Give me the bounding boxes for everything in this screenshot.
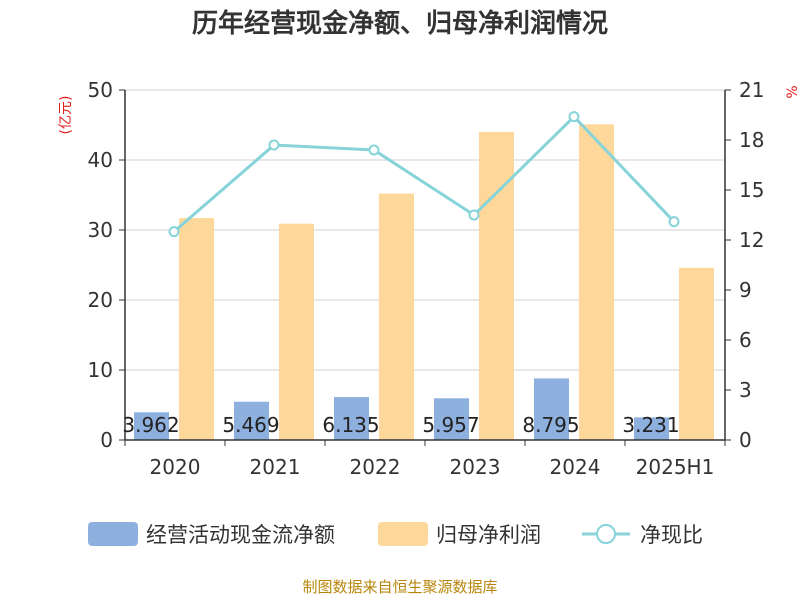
right-tick-label: 18 (739, 128, 764, 152)
x-tick-label: 2022 (350, 455, 401, 479)
ratio-point (468, 209, 480, 221)
ratio-line-path (173, 114, 676, 233)
right-tick-label: 6 (739, 328, 752, 352)
cash-flow-value-label: 3.962 (122, 413, 179, 437)
legend-label-cash-flow: 经营活动现金流净额 (146, 523, 335, 547)
right-tick-label: 21 (739, 78, 764, 102)
legend: 经营活动现金流净额 归母净利润 净现比 (88, 522, 703, 547)
bars (134, 124, 714, 441)
cash-flow-bar (534, 378, 569, 440)
legend-label-ratio: 净现比 (640, 523, 703, 547)
cash-flow-value-label: 8.795 (522, 413, 579, 437)
axes: 0 10 20 30 40 50 0 3 6 9 12 15 18 21 2020 2021 2022 2023 2… (88, 78, 765, 479)
net-profit-bar (179, 218, 214, 440)
right-tick-label: 15 (739, 178, 764, 202)
net-profit-bar (679, 267, 714, 440)
right-tick-label: 9 (739, 278, 752, 302)
net-profit-bar (479, 132, 514, 440)
cash-flow-value-label: 3.231 (622, 413, 679, 437)
cash-flow-bar (334, 397, 369, 440)
chart-title: 历年经营现金净额、归母净利润情况 (192, 8, 608, 39)
legend-swatch-cash-flow (88, 522, 138, 546)
ratio-point (568, 111, 580, 123)
cash-flow-bar (434, 398, 469, 440)
legend-swatch-net-profit (378, 522, 428, 546)
right-tick-label: 0 (739, 428, 752, 452)
gridlines (125, 89, 725, 371)
right-tick-label: 3 (739, 378, 752, 402)
ratio-line (168, 111, 680, 238)
x-tick-label: 2021 (250, 455, 301, 479)
legend-marker-ratio (596, 524, 616, 544)
x-tick-label: 2024 (550, 455, 601, 479)
right-axis-unit: % (785, 85, 800, 98)
net-profit-bar (279, 223, 314, 440)
left-axis-unit: (亿元) (58, 96, 74, 135)
ratio-point (668, 216, 680, 228)
left-tick-label: 20 (88, 288, 113, 312)
net-profit-bar (379, 193, 414, 440)
left-tick-label: 10 (88, 358, 113, 382)
legend-label-net-profit: 归母净利润 (436, 523, 541, 547)
cash-flow-bar (134, 412, 169, 440)
ratio-point (268, 139, 280, 151)
ratio-point (168, 226, 180, 238)
x-tick-label: 2025H1 (636, 455, 715, 479)
cash-flow-value-label: 5.469 (222, 413, 279, 437)
net-profit-bar (579, 124, 614, 441)
source-note: 制图数据来自恒生聚源数据库 (302, 578, 497, 596)
cash-flow-value-label: 5.957 (422, 413, 479, 437)
left-tick-label: 50 (88, 78, 113, 102)
cash-flow-value-label: 6.135 (322, 413, 379, 437)
left-tick-label: 30 (88, 218, 113, 242)
cash-flow-bar (634, 417, 669, 440)
x-tick-label: 2020 (150, 455, 201, 479)
ratio-point (368, 144, 380, 156)
right-tick-label: 12 (739, 228, 764, 252)
left-tick-label: 0 (100, 428, 113, 452)
left-tick-label: 40 (88, 148, 113, 172)
data-labels: 3.962 5.469 6.135 5.957 8.795 3.231 (122, 413, 679, 437)
cash-flow-bar (234, 401, 269, 440)
x-tick-label: 2023 (450, 455, 501, 479)
